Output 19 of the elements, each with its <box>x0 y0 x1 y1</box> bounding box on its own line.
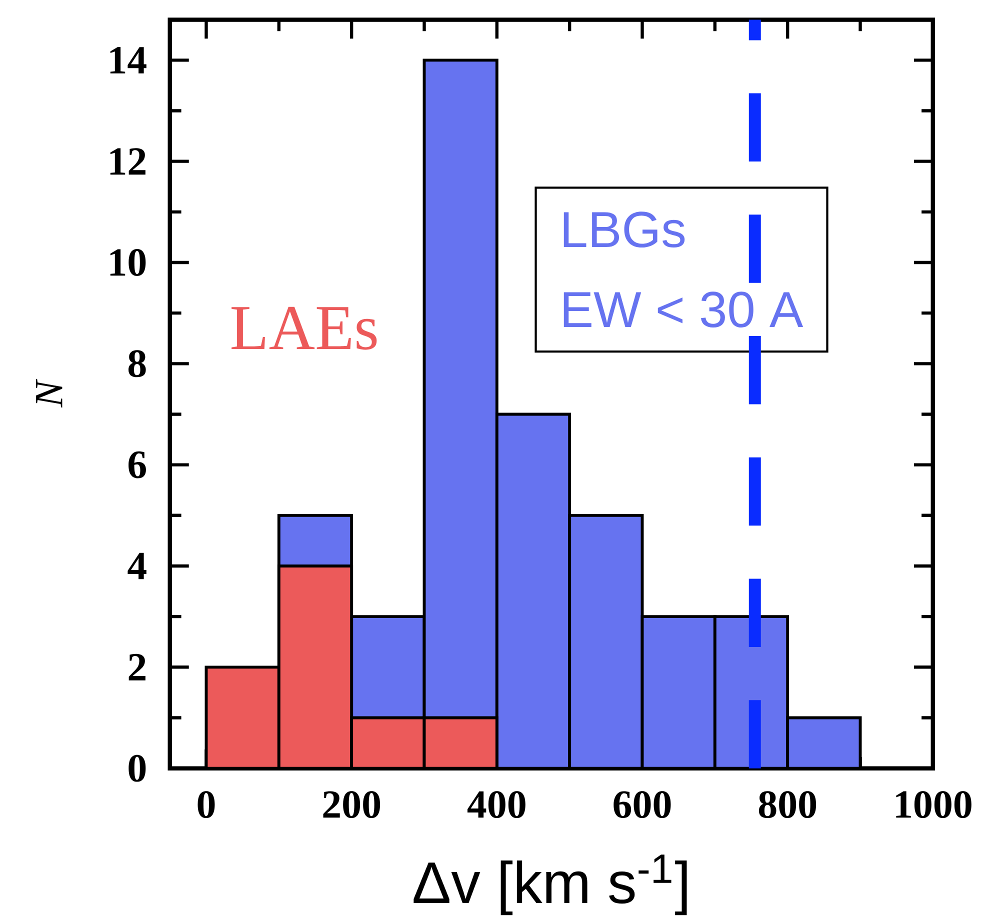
y-tick-label: 14 <box>110 46 146 74</box>
x-tick-label: 400 <box>467 791 526 818</box>
x-tick-label: 1000 <box>896 791 972 818</box>
y-tick-label: 2 <box>128 654 146 680</box>
series-label: LBGs <box>564 212 685 248</box>
y-tick-label: 4 <box>128 552 146 580</box>
y-tick-label: 10 <box>110 249 146 276</box>
x-axis-title: Δv [km s$^{-1}$] <box>414 854 687 916</box>
y-tick-label: 12 <box>110 148 146 175</box>
legend-label: LAEs <box>232 306 377 350</box>
x-tick-label: 600 <box>614 791 671 818</box>
x-tick-label: 800 <box>758 791 816 818</box>
y-tick-label: 6 <box>128 451 146 478</box>
x-tick-label: 200 <box>323 791 380 818</box>
y-tick-label: 0 <box>128 754 146 782</box>
y-tick-label: 8 <box>128 350 146 378</box>
x-tick-label: 0 <box>198 791 215 818</box>
y-axis-title: N <box>36 378 62 408</box>
annotation: EW < 30 A <box>564 292 804 328</box>
